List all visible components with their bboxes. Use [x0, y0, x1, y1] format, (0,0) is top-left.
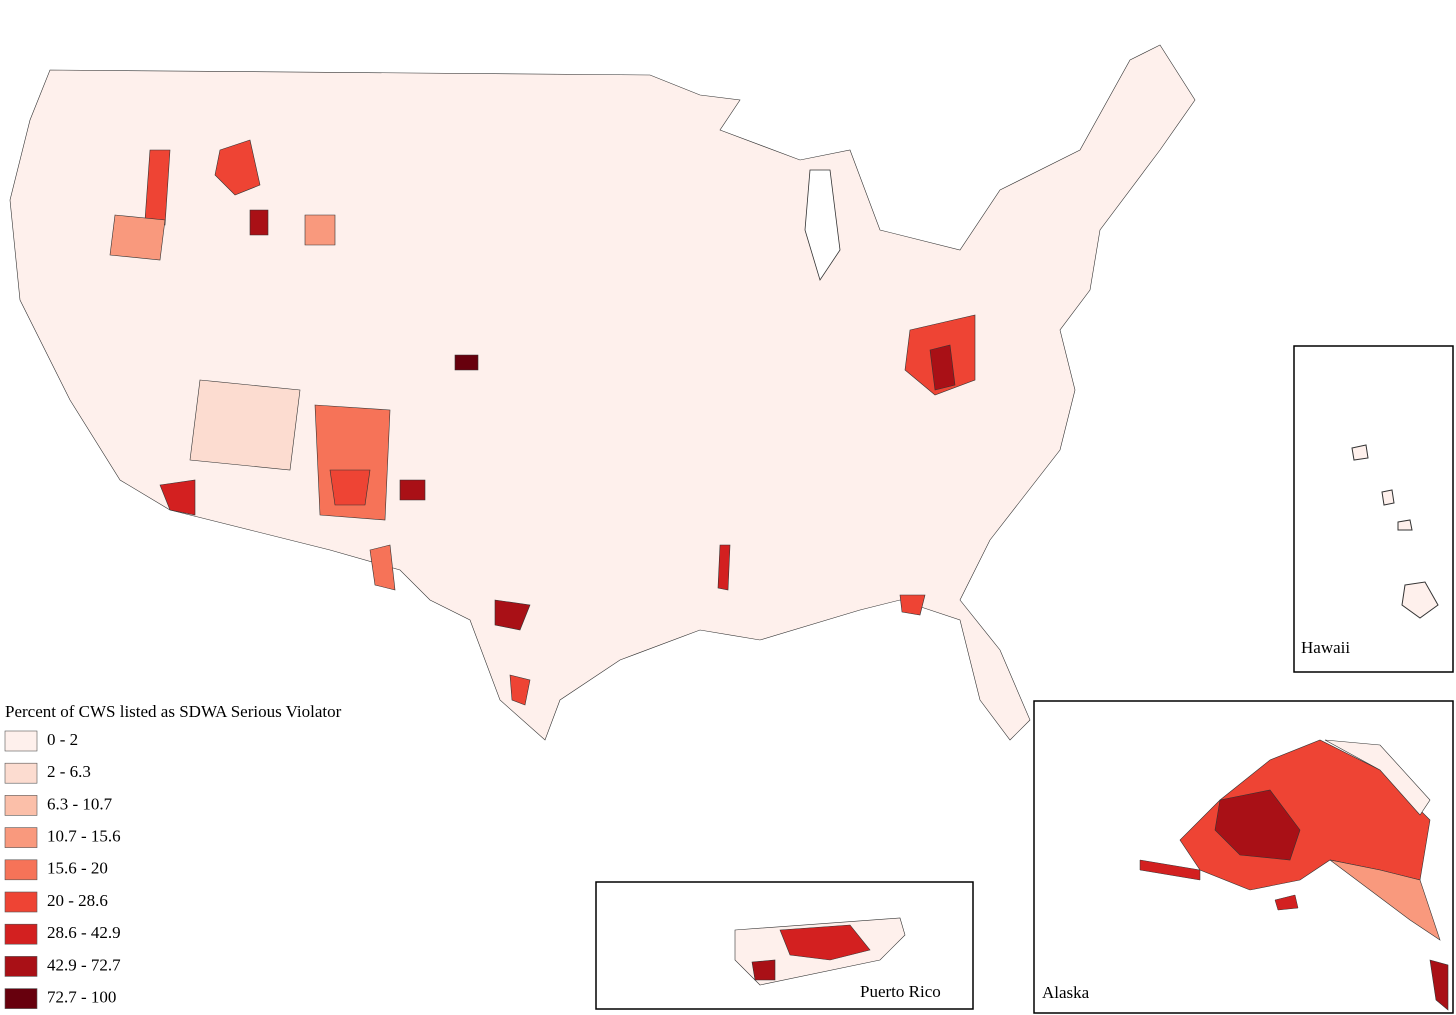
region	[454, 354, 479, 371]
region	[189, 379, 301, 471]
region	[159, 479, 196, 516]
legend-label: 72.7 - 100	[47, 988, 116, 1007]
legend-title: Percent of CWS listed as SDWA Serious Vi…	[5, 702, 342, 721]
legend-swatch	[4, 891, 38, 913]
legend-label: 15.6 - 20	[47, 859, 108, 878]
alaska-inset: Alaska	[1033, 700, 1454, 1014]
legend-swatch	[4, 827, 38, 848]
region	[494, 599, 531, 631]
inset-frame	[1293, 345, 1454, 673]
region	[751, 959, 776, 981]
region	[1214, 789, 1301, 861]
region	[304, 214, 336, 246]
region	[1429, 959, 1449, 1011]
region	[779, 924, 871, 961]
islands	[1351, 444, 1439, 619]
legend-swatch	[4, 859, 38, 881]
legend-label: 6.3 - 10.7	[47, 794, 113, 813]
conus-outline	[9, 44, 1196, 741]
legend-swatch	[4, 762, 38, 784]
legend-swatch	[4, 923, 38, 945]
legend-label: 42.9 - 72.7	[47, 955, 121, 974]
region	[1329, 859, 1441, 941]
inset-label: Puerto Rico	[860, 982, 941, 1001]
inset-label: Hawaii	[1301, 638, 1350, 657]
legend-label: 0 - 2	[47, 730, 78, 749]
conus	[9, 44, 1196, 741]
region	[1324, 739, 1431, 816]
inset-label: Alaska	[1042, 983, 1090, 1002]
region	[109, 214, 166, 261]
region	[144, 149, 171, 226]
legend-swatch	[4, 795, 38, 816]
region	[509, 674, 531, 706]
region	[369, 544, 396, 591]
lake-michigan	[804, 169, 841, 281]
legend-swatch	[4, 988, 38, 1009]
legend-label: 10.7 - 15.6	[47, 827, 121, 846]
region	[214, 139, 261, 196]
region	[899, 594, 926, 616]
region	[717, 544, 731, 591]
legend-label: 2 - 6.3	[47, 762, 91, 781]
legend-swatch	[4, 730, 38, 752]
legend: Percent of CWS listed as SDWA Serious Vi…	[4, 702, 342, 1009]
hawaii-inset: Hawaii	[1293, 345, 1454, 673]
puerto-rico-inset: Puerto Rico	[595, 881, 974, 1010]
legend-label: 20 - 28.6	[47, 891, 108, 910]
region	[249, 209, 269, 236]
region	[329, 469, 371, 506]
islands	[1139, 859, 1299, 911]
region	[929, 344, 956, 391]
legend-swatch	[4, 956, 38, 977]
legend-label: 28.6 - 42.9	[47, 923, 121, 942]
region	[399, 479, 426, 501]
